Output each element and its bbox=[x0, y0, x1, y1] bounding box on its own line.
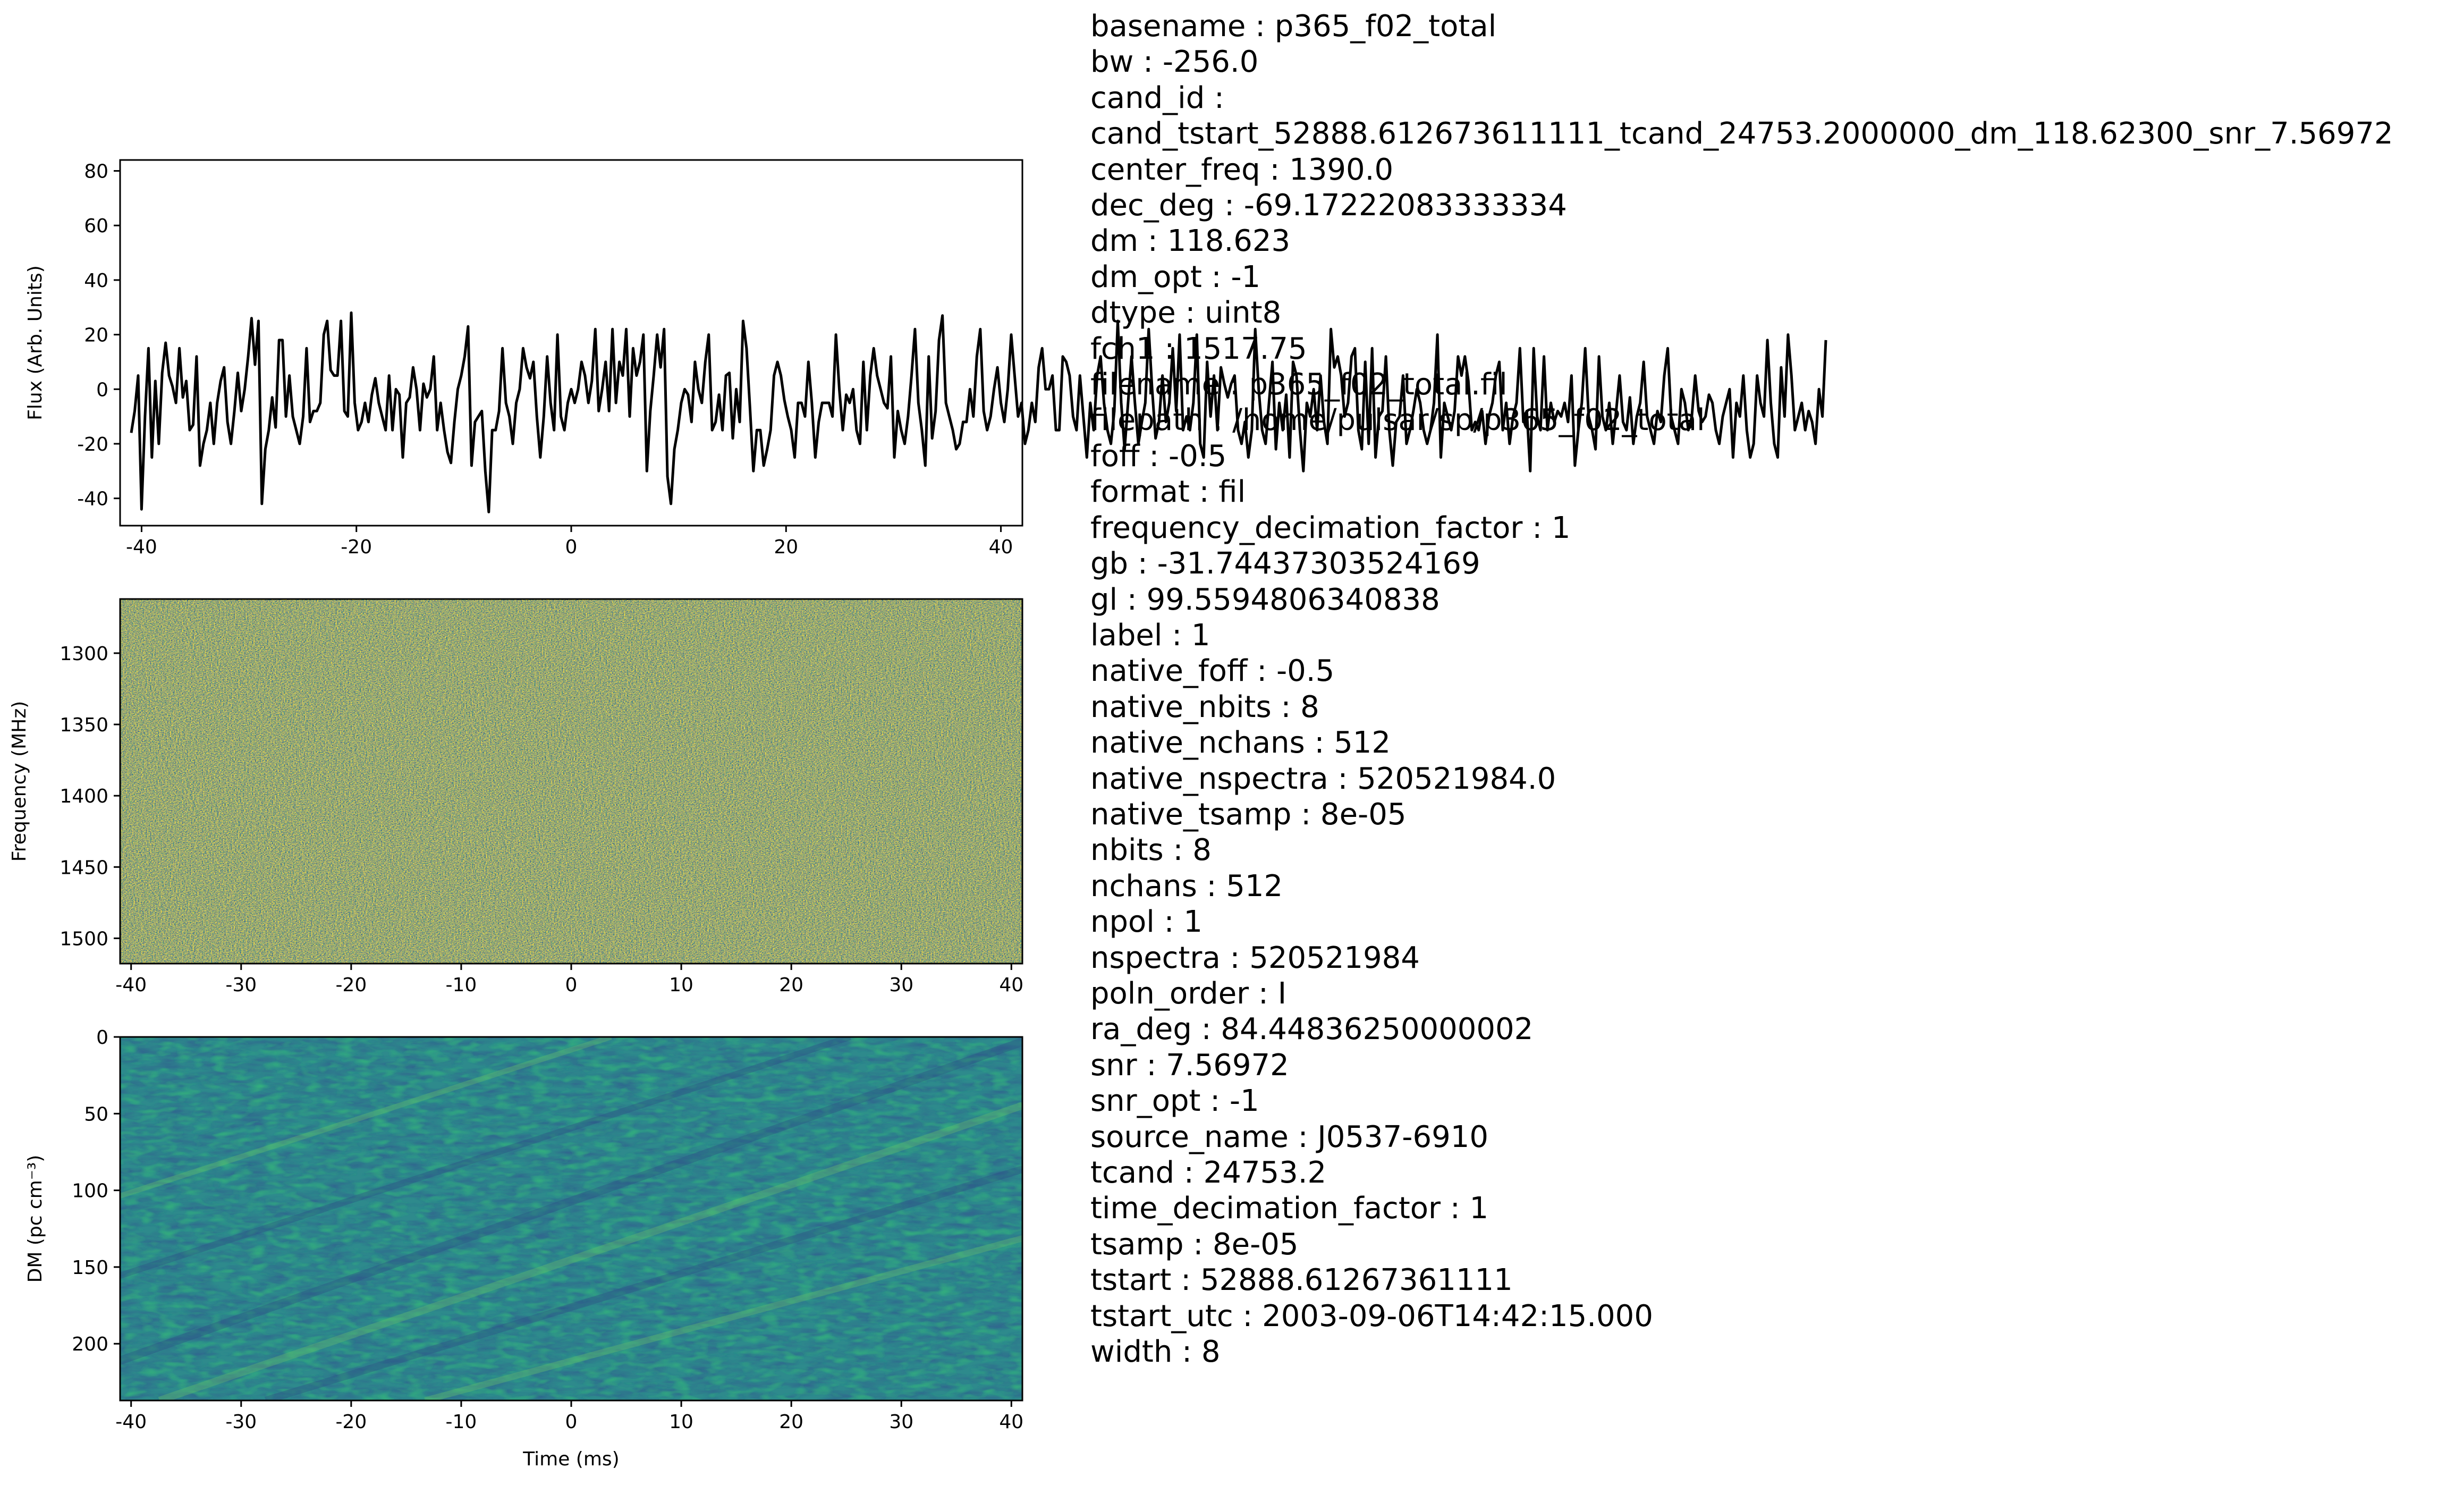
metadata-line: poln_order : I bbox=[1090, 976, 1287, 1011]
frequency-heatmap bbox=[120, 599, 1022, 964]
metadata-line: center_freq : 1390.0 bbox=[1090, 152, 1394, 187]
metadata-line: filepath : /home/pulsar/sp/p365_f02_tota… bbox=[1090, 403, 1705, 438]
metadata-line: snr_opt : -1 bbox=[1090, 1084, 1259, 1119]
metadata-line: bw : -256.0 bbox=[1090, 45, 1259, 80]
metadata-line: dec_deg : -69.17222083333334 bbox=[1090, 188, 1567, 223]
metadata-line: native_nchans : 512 bbox=[1090, 725, 1391, 761]
metadata-line: cand_tstart_52888.612673611111_tcand_247… bbox=[1090, 116, 2393, 151]
x-tick-label: -40 bbox=[115, 1411, 147, 1433]
x-tick-label: -40 bbox=[126, 536, 157, 558]
frequency-frame bbox=[119, 598, 1023, 965]
y-tick-label: -20 bbox=[77, 434, 108, 455]
dm-ylabel: DM (pc cm⁻³) bbox=[24, 1155, 46, 1283]
frequency-ticks: -40 -30 -20 -10 0 10 20 30 40 1300 1350 1400 1450 150… bbox=[60, 643, 1023, 996]
x-tick-label: -30 bbox=[225, 974, 257, 996]
metadata-line: snr : 7.56972 bbox=[1090, 1048, 1289, 1083]
metadata-line: native_tsamp : 8e-05 bbox=[1090, 797, 1407, 832]
y-tick-label: 50 bbox=[84, 1103, 108, 1125]
x-tick-label: 40 bbox=[989, 536, 1013, 558]
metadata-line: tsamp : 8e-05 bbox=[1090, 1227, 1299, 1262]
metadata-line: native_nspectra : 520521984.0 bbox=[1090, 761, 1556, 796]
metadata-line: label : 1 bbox=[1090, 618, 1210, 653]
x-tick-label: 20 bbox=[779, 974, 803, 996]
metadata-line: format : fil bbox=[1090, 475, 1246, 510]
candidate-metadata-list: basename : p365_f02_total bw : -256.0 cand… bbox=[1090, 9, 2393, 1370]
metadata-line: ra_deg : 84.44836250000002 bbox=[1090, 1012, 1534, 1047]
x-tick-label: -30 bbox=[225, 1411, 257, 1433]
metadata-line: dm : 118.623 bbox=[1090, 224, 1291, 259]
metadata-line: tcand : 24753.2 bbox=[1090, 1155, 1327, 1190]
metadata-line: native_nbits : 8 bbox=[1090, 689, 1319, 724]
metadata-line: frequency_decimation_factor : 1 bbox=[1090, 510, 1571, 545]
x-tick-label: -10 bbox=[446, 1411, 477, 1433]
metadata-line: gl : 99.5594806340838 bbox=[1090, 582, 1440, 617]
x-tick-label: 20 bbox=[774, 536, 798, 558]
dm-streaks bbox=[120, 1037, 1022, 1400]
timeseries-panel: -40 -20 0 20 40 -40 -20 0 20 40 60 80 Flux (Arb. Un… bbox=[24, 159, 1827, 558]
x-tick-label: 30 bbox=[889, 1411, 913, 1433]
y-tick-label: 1500 bbox=[60, 928, 108, 950]
dm-ticks: -40 -30 -20 -10 0 10 20 30 40 0 50 100 150 200 bbox=[72, 1027, 1023, 1433]
metadata-line: width : 8 bbox=[1090, 1335, 1221, 1370]
metadata-line: tstart : 52888.61267361111 bbox=[1090, 1263, 1513, 1298]
y-tick-label: 1400 bbox=[60, 786, 108, 807]
metadata-line: foff : -0.5 bbox=[1090, 438, 1227, 474]
y-tick-label: 60 bbox=[84, 215, 108, 237]
metadata-line: source_name : J0537-6910 bbox=[1090, 1119, 1488, 1154]
frequency-waterfall-panel: -40 -30 -20 -10 0 10 20 30 40 1300 1350 1400 1450 150… bbox=[9, 598, 1023, 996]
x-tick-label: 40 bbox=[999, 974, 1023, 996]
x-tick-label: 10 bbox=[669, 974, 693, 996]
metadata-line: time_decimation_factor : 1 bbox=[1090, 1191, 1489, 1226]
x-tick-label: 20 bbox=[779, 1411, 803, 1433]
x-tick-label: -20 bbox=[341, 536, 372, 558]
metadata-line: npol : 1 bbox=[1090, 905, 1203, 940]
x-tick-label: 40 bbox=[999, 1411, 1023, 1433]
y-tick-label: 0 bbox=[96, 1027, 108, 1049]
metadata-line: dtype : uint8 bbox=[1090, 296, 1282, 331]
metadata-line: native_foff : -0.5 bbox=[1090, 654, 1335, 689]
metadata-line: dm_opt : -1 bbox=[1090, 259, 1261, 294]
y-tick-label: 40 bbox=[84, 270, 108, 292]
timeseries-ylabel: Flux (Arb. Units) bbox=[24, 265, 46, 420]
x-tick-label: 0 bbox=[565, 1411, 578, 1433]
y-tick-label: 150 bbox=[72, 1257, 108, 1279]
timeseries-frame bbox=[119, 159, 1023, 527]
dm-heatmap bbox=[120, 1037, 1022, 1400]
x-tick-label: -10 bbox=[446, 974, 477, 996]
metadata-line: nchans : 512 bbox=[1090, 868, 1283, 904]
x-tick-label: 30 bbox=[889, 974, 913, 996]
metadata-line: filename : p365_f02_total.fil bbox=[1090, 367, 1508, 402]
y-tick-label: 200 bbox=[72, 1334, 108, 1355]
dm-xlabel: Time (ms) bbox=[522, 1448, 619, 1470]
timeseries-ticks: -40 -20 0 20 40 -40 -20 0 20 40 60 80 bbox=[77, 161, 1013, 558]
y-tick-label: 0 bbox=[96, 379, 108, 401]
metadata-line: cand_id : bbox=[1090, 80, 1224, 115]
metadata-line: tstart_utc : 2003-09-06T14:42:15.000 bbox=[1090, 1298, 1653, 1334]
y-tick-label: 20 bbox=[84, 325, 108, 347]
x-tick-label: -20 bbox=[335, 974, 367, 996]
y-tick-label: 1350 bbox=[60, 714, 108, 736]
y-tick-label: -40 bbox=[77, 488, 108, 510]
x-tick-label: -20 bbox=[335, 1411, 367, 1433]
y-tick-label: 1450 bbox=[60, 857, 108, 879]
metadata-line: basename : p365_f02_total bbox=[1090, 9, 1497, 44]
metadata-line: gb : -31.74437303524169 bbox=[1090, 546, 1480, 581]
x-tick-label: -40 bbox=[115, 974, 147, 996]
metadata-line: nspectra : 520521984 bbox=[1090, 940, 1420, 975]
y-tick-label: 100 bbox=[72, 1180, 108, 1202]
y-tick-label: 80 bbox=[84, 161, 108, 183]
y-tick-label: 1300 bbox=[60, 643, 108, 665]
metadata-line: fch1 : 1517.75 bbox=[1090, 331, 1307, 366]
metadata-line: nbits : 8 bbox=[1090, 833, 1212, 868]
x-tick-label: 0 bbox=[565, 536, 578, 558]
x-tick-label: 10 bbox=[669, 1411, 693, 1433]
timeseries-line bbox=[130, 311, 1827, 513]
x-tick-label: 0 bbox=[565, 974, 578, 996]
dm-frame bbox=[119, 1036, 1023, 1402]
frequency-ylabel: Frequency (MHz) bbox=[9, 701, 30, 862]
dm-time-panel: -40 -30 -20 -10 0 10 20 30 40 0 50 100 150 200 DM (pc… bbox=[24, 1027, 1023, 1470]
